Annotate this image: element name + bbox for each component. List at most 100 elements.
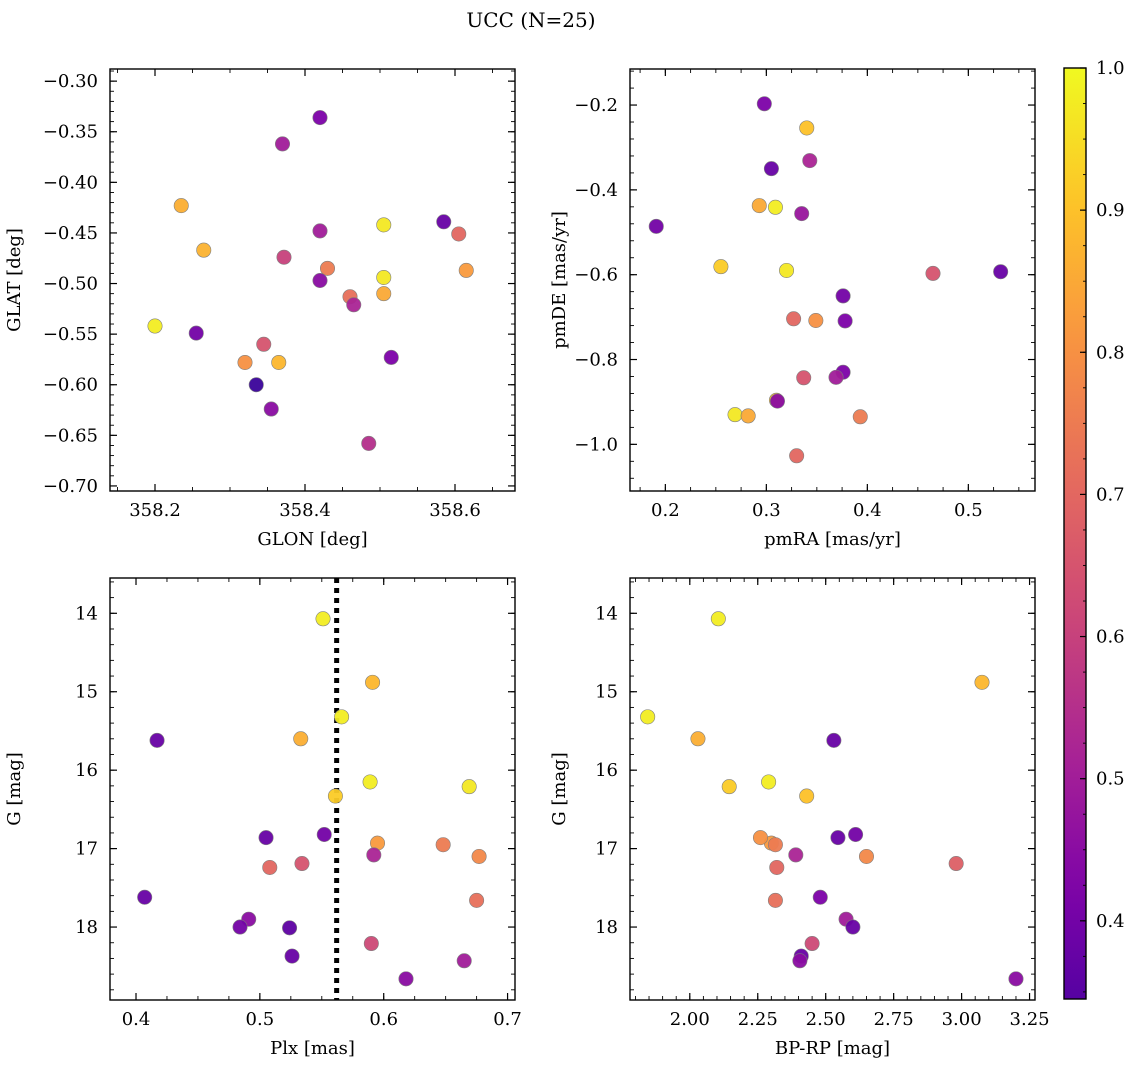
y-tick-label: −0.40 [43, 172, 98, 193]
data-point [312, 110, 328, 126]
y-tick-label: −0.65 [43, 425, 98, 446]
data-point [721, 779, 737, 795]
y-tick-label: −0.60 [43, 375, 98, 396]
x-tick-label: 358.6 [429, 500, 481, 521]
data-point [293, 731, 309, 747]
data-point [284, 948, 300, 964]
data-point [346, 297, 362, 313]
data-point [196, 242, 212, 258]
x-tick-label: 0.2 [651, 500, 680, 521]
data-point [376, 269, 392, 285]
data-point [366, 847, 382, 863]
data-point [802, 153, 818, 169]
data-point [271, 354, 287, 370]
data-point [294, 856, 310, 872]
data-point [435, 837, 451, 853]
x-tick-label: 358.4 [279, 500, 331, 521]
y-tick-label: 17 [595, 839, 618, 860]
data-point [316, 826, 332, 842]
colorbar-tick-label: 0.9 [1096, 200, 1125, 221]
colorbar-gradient [1064, 68, 1086, 999]
data-point [274, 136, 290, 152]
data-point [756, 96, 772, 112]
data-point [312, 223, 328, 239]
plot-area [629, 68, 1036, 492]
x-axis-label: GLON [deg] [257, 529, 367, 550]
y-tick-label: −0.30 [43, 71, 98, 92]
data-point [788, 847, 804, 863]
x-tick-label: 0.5 [954, 500, 983, 521]
y-axis-label: G [mag] [4, 752, 25, 825]
y-tick-label: 16 [75, 760, 98, 781]
data-point [237, 354, 253, 370]
data-point [808, 313, 824, 329]
y-tick-label: 18 [595, 917, 618, 938]
data-point [794, 206, 810, 222]
data-point [779, 262, 795, 278]
data-point [436, 214, 452, 230]
data-point [147, 318, 163, 334]
data-point [469, 892, 485, 908]
x-tick-label: 358.2 [129, 500, 181, 521]
data-point [188, 325, 204, 341]
data-point [769, 393, 785, 409]
colorbar-tick-label: 0.6 [1096, 627, 1125, 648]
y-tick-label: 14 [75, 603, 98, 624]
data-point [173, 198, 189, 214]
x-tick-label: 0.6 [369, 1009, 398, 1030]
data-point [767, 199, 783, 215]
data-point [993, 264, 1009, 280]
data-point [751, 198, 767, 214]
x-tick-label: 0.7 [493, 1009, 522, 1030]
x-tick-label: 2.75 [874, 1009, 914, 1030]
y-tick-label: 15 [75, 682, 98, 703]
data-point [256, 336, 272, 352]
y-tick-label: 15 [595, 682, 618, 703]
data-point [383, 349, 399, 365]
data-point [799, 788, 815, 804]
data-point [451, 226, 467, 242]
x-tick-label: 2.00 [670, 1009, 710, 1030]
colorbar: 0.4 0.5 0.6 0.7 0.8 0.9 1.0 [1063, 58, 1125, 1000]
colorbar-tick-label: 0.4 [1096, 911, 1125, 932]
x-tick-label: 0.4 [853, 500, 882, 521]
data-point [363, 936, 379, 952]
y-axis-label: G [mag] [549, 752, 570, 825]
data-point [835, 288, 851, 304]
data-point [461, 779, 477, 795]
data-point [262, 859, 278, 875]
y-tick-label: 16 [595, 760, 618, 781]
plot-area [629, 577, 1036, 1001]
data-point [830, 830, 846, 846]
panel-bprp-g: 2.00 2.25 2.50 2.75 3.00 3.25 14 15 16 17 18 BP-RP … [549, 577, 1050, 1059]
data-point [727, 407, 743, 423]
data-point [713, 259, 729, 275]
y-tick-label: −0.8 [574, 350, 618, 371]
data-point [458, 262, 474, 278]
figure-title: UCC (N=25) [466, 8, 595, 32]
panel-plx-g: 0.4 0.5 0.6 0.7 14 15 16 17 18 Plx [mas] G [mag] [4, 577, 522, 1059]
y-tick-label: −0.50 [43, 274, 98, 295]
colorbar-tick-label: 1.0 [1096, 58, 1125, 79]
data-point [365, 674, 381, 690]
y-tick-label: −0.2 [574, 95, 618, 116]
x-axis-label: BP-RP [mag] [775, 1038, 890, 1059]
data-point [848, 826, 864, 842]
x-tick-label: 3.25 [1010, 1009, 1050, 1030]
data-point [376, 286, 392, 302]
panel-pmra-pmde: 0.2 0.3 0.4 0.5 −1.0 −0.8 −0.6 −0.4 −0.2 pmRA [ma… [549, 68, 1036, 550]
data-point [282, 920, 298, 936]
data-point [792, 953, 808, 969]
x-tick-label: 2.50 [806, 1009, 846, 1030]
y-tick-label: −1.0 [574, 434, 618, 455]
data-point [752, 830, 768, 846]
data-point [740, 408, 756, 424]
data-point [796, 370, 812, 386]
data-point [845, 919, 861, 935]
data-point [258, 830, 274, 846]
data-point [710, 611, 726, 627]
data-point [398, 971, 414, 987]
data-point [648, 218, 664, 234]
x-axis-label: pmRA [mas/yr] [764, 529, 901, 550]
data-point [812, 889, 828, 905]
